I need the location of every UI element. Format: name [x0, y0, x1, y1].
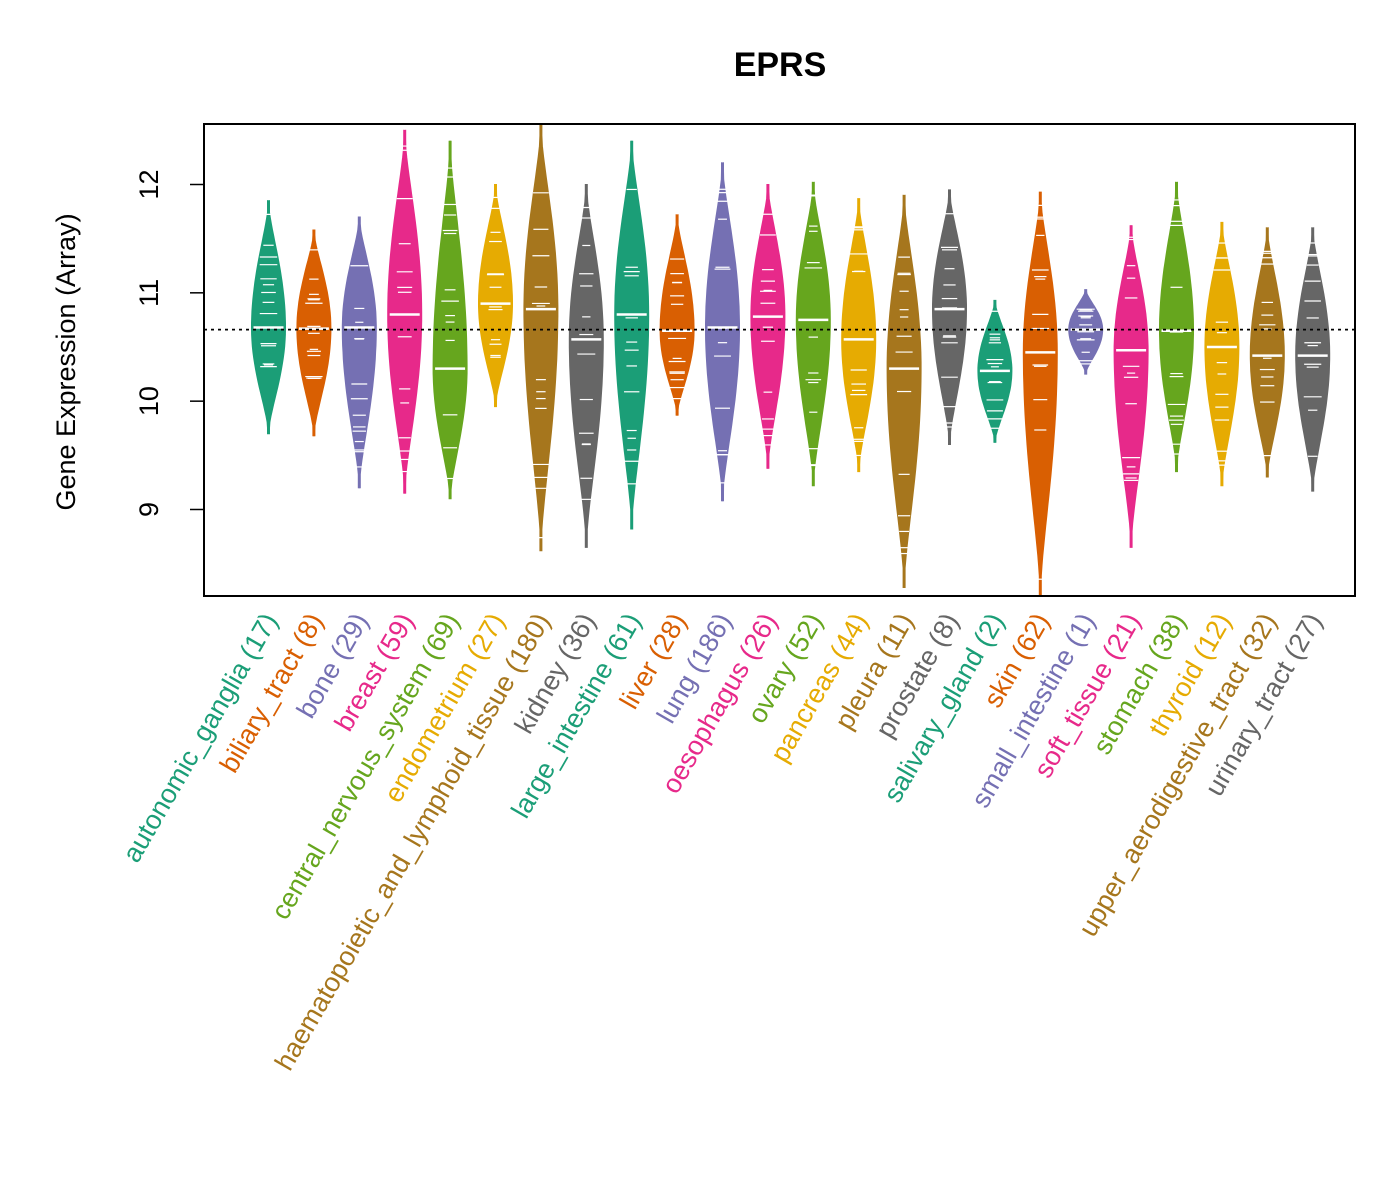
violin-soft_tissue — [1113, 225, 1149, 548]
violin-central_nervous_system — [432, 140, 468, 500]
violin-body — [478, 184, 513, 408]
violin-liver — [659, 214, 695, 416]
violin-body — [1295, 227, 1331, 492]
violin-pancreas — [841, 198, 877, 473]
y-tick-label: 12 — [134, 169, 164, 199]
violin-salivary_gland — [977, 299, 1013, 443]
violin-body — [1204, 221, 1240, 487]
violin-lung — [705, 162, 740, 502]
y-axis: 9 10 11 12 — [134, 169, 205, 517]
violin-ovary — [795, 181, 831, 487]
violin-body — [795, 181, 831, 487]
violin-autonomic_ganglia — [251, 200, 286, 435]
violin-large_intestine — [614, 140, 650, 530]
violin-endometrium — [478, 184, 513, 408]
violin-prostate — [932, 189, 967, 446]
violin-body — [568, 184, 604, 548]
violin-urinary_tract — [1295, 227, 1331, 492]
violin-body — [387, 129, 423, 494]
violin-oesophagus — [750, 184, 786, 469]
violin-body — [251, 200, 286, 435]
violin-small_intestine — [1068, 289, 1104, 375]
y-tick-label: 10 — [134, 386, 164, 416]
violin-body — [523, 124, 559, 552]
violin-breast — [387, 129, 423, 494]
violin-skin — [1022, 191, 1058, 597]
x-axis-labels: autonomic_ganglia (17)biliary_tract (8)b… — [117, 608, 1328, 1075]
violin-upper_aerodigestive_tract — [1249, 227, 1285, 478]
violin-body — [1022, 191, 1058, 597]
violin-body — [1159, 181, 1194, 473]
violin-body — [432, 140, 468, 500]
violin-haematopoietic_and_lymphoid_tissue — [523, 124, 559, 552]
violin-body — [841, 198, 877, 473]
y-axis-label: Gene Expression (Array) — [51, 213, 81, 510]
violin-body — [614, 140, 650, 530]
y-tick-label: 11 — [134, 279, 164, 307]
violin-stomach — [1159, 181, 1194, 473]
violin-thyroid — [1204, 221, 1240, 487]
violin-biliary_tract — [296, 229, 332, 437]
violin-body — [932, 189, 967, 446]
violin-body — [1249, 227, 1285, 478]
violin-body — [1113, 225, 1149, 548]
violin-pleura — [886, 194, 922, 589]
chart-title: EPRS — [734, 46, 827, 84]
violins-group — [251, 124, 1331, 597]
y-tick-label: 9 — [134, 502, 164, 517]
violin-body — [659, 214, 695, 416]
violin-body — [705, 162, 740, 502]
violin-body — [341, 216, 377, 489]
violin-body — [750, 184, 786, 469]
violin-bone — [341, 216, 377, 489]
violin-kidney — [568, 184, 604, 548]
